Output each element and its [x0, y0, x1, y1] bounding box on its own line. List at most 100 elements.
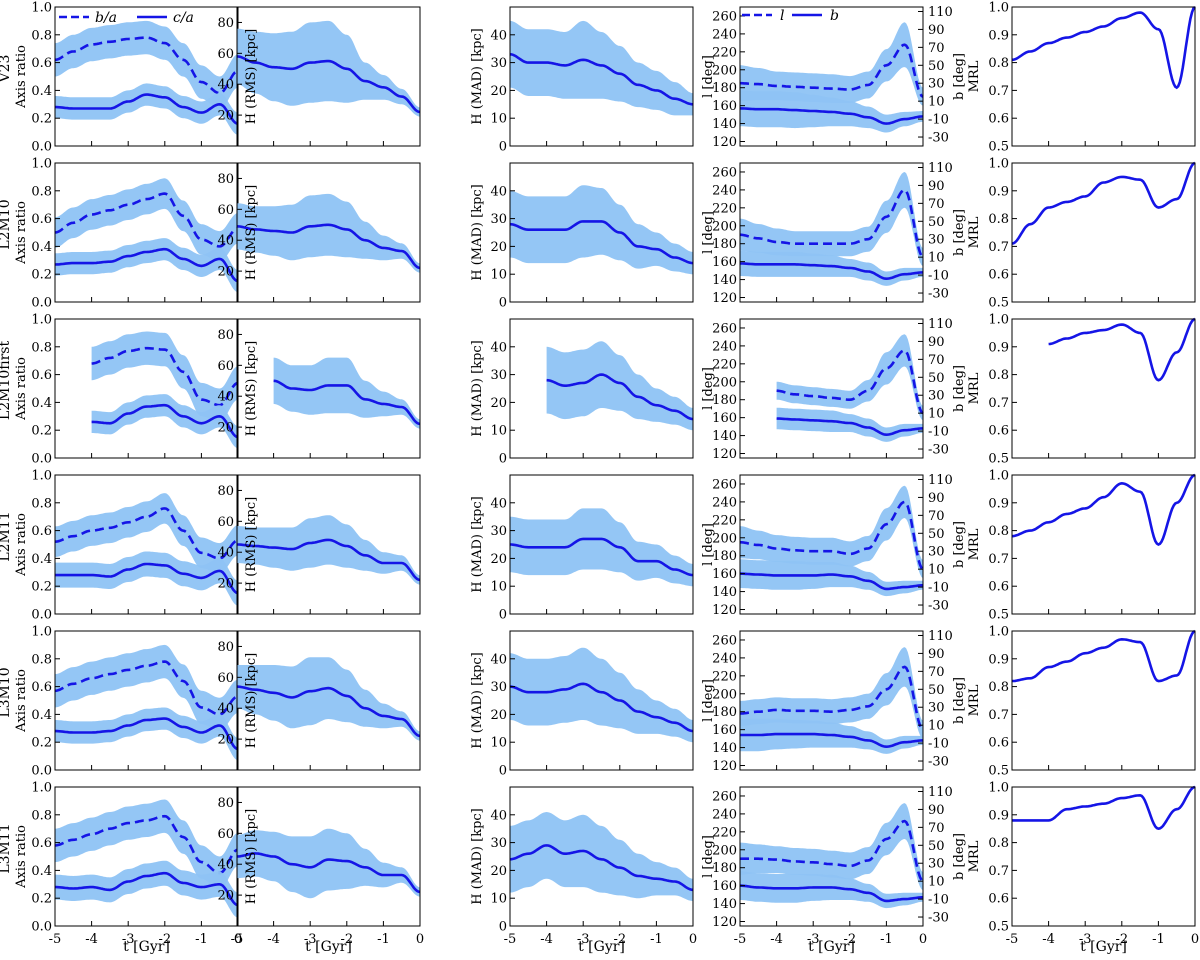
l-y-ticklabel: 200 [712, 531, 737, 546]
l-y-ticklabel: 240 [712, 651, 737, 666]
b-y-ticklabel: 90 [928, 335, 945, 350]
h-mad-ylabel: H (MAD) [kpc] [470, 808, 485, 905]
b-y-ticklabel: 70 [928, 509, 945, 524]
l-y-ticklabel: 180 [712, 705, 737, 720]
axis-ratio-ylabel: Axis ratio [14, 513, 29, 577]
angles-frame [739, 474, 924, 615]
h-rms-series-line [236, 852, 421, 894]
mrl-y-ticklabel: 0.7 [988, 396, 1009, 411]
h-rms-y-ticklabel: 60 [217, 359, 234, 374]
angles-xticklabel: -5 [734, 932, 747, 947]
panel-angles: 120140160180200220240260-30-101030507090… [701, 473, 967, 618]
panel-mrl: 0.5 0.6 0.7 0.8 0.9 1.0 MRL [967, 313, 1196, 467]
b-y-ticklabel: 70 [928, 821, 945, 836]
axis-ratio-y-ticklabel: 0.4 [31, 864, 52, 879]
b-series-band [740, 718, 923, 754]
l-y-ticklabel: 200 [712, 219, 737, 234]
h-mad-y-ticklabel: 20 [490, 552, 507, 567]
b-y-ticklabel: 30 [928, 545, 945, 560]
angles-frame [739, 630, 924, 771]
h-rms-ylabel: H (RMS) [kpc] [244, 497, 259, 592]
h-rms-y-ticklabel: 60 [217, 515, 234, 530]
axis-ratio-y-ticklabel: 0.0 [31, 608, 52, 623]
l-y-ticklabel: 120 [712, 291, 737, 306]
b-y-ticklabel: 50 [928, 839, 945, 854]
h-mad-ylabel: H (MAD) [kpc] [470, 340, 485, 437]
h-mad-y-ticklabel: 10 [490, 424, 507, 439]
h-rms-y-ticklabel: 40 [217, 234, 234, 249]
h-rms-frame [236, 318, 421, 459]
mrl-xticklabel: -5 [1006, 932, 1019, 947]
h-mad-xticklabel: -3 [577, 932, 590, 947]
b-y-ticklabel: 70 [928, 197, 945, 212]
mrl-xticklabel: -4 [1042, 932, 1055, 947]
h-mad-y-ticklabel: 40 [490, 496, 507, 511]
h-mad-ylabel: H (MAD) [kpc] [470, 28, 485, 125]
b-series-band [740, 871, 923, 909]
h-rms-y-ticklabel: 20 [217, 265, 234, 280]
mrl-ylabel: MRL [967, 60, 982, 92]
panel-angles: 120140160180200220240260-30-101030507090… [701, 785, 967, 947]
l-y-ticklabel: 260 [712, 321, 737, 336]
mrl-y-ticklabel: 0.5 [988, 296, 1009, 311]
mrl-y-ticklabel: 0.5 [988, 452, 1009, 467]
h-rms-y-ticklabel: 60 [217, 827, 234, 842]
mrl-xticklabel: -1 [1152, 932, 1165, 947]
h-rms-ylabel: H (RMS) [kpc] [244, 185, 259, 280]
panel-h-rms: 20 40 60 80 H (RMS) [kpc] [217, 6, 421, 147]
legend-ba: b/a [95, 10, 117, 26]
mrl-series-line [1011, 6, 1196, 90]
axis-ratio-xticklabel: -1 [195, 932, 208, 947]
h-rms-xticklabel: -5 [231, 932, 244, 947]
h-mad-series-line [510, 537, 694, 577]
ca-series-band [55, 238, 238, 293]
row-l3m10: 0.0 0.2 0.4 0.6 0.8 1.0 L3M10 Axis ratio 20 40 60 8… [0, 625, 1196, 779]
b-y-ticklabel: 70 [928, 41, 945, 56]
h-rms-y-ticklabel: 40 [217, 702, 234, 717]
mrl-y-ticklabel: 0.7 [988, 240, 1009, 255]
h-mad-y-ticklabel: 30 [490, 836, 507, 851]
h-mad-y-ticklabel: 0 [499, 764, 507, 779]
h-rms-series-line [237, 538, 421, 582]
angles-xticklabel: 0 [919, 932, 927, 947]
b-y-ticklabel: 50 [928, 215, 945, 230]
axis-ratio-y-ticklabel: 0.6 [31, 212, 52, 227]
mrl-y-ticklabel: 0.5 [988, 920, 1009, 935]
mrl-y-ticklabel: 1.0 [988, 157, 1009, 172]
mrl-y-ticklabel: 0.9 [988, 496, 1009, 511]
mrl-frame [1011, 6, 1196, 147]
l-y-ticklabel: 220 [712, 669, 737, 684]
mrl-y-ticklabel: 0.8 [988, 212, 1009, 227]
panel-angles: 120140160180200220240260-30-101030507090… [701, 629, 967, 774]
l-y-ticklabel: 220 [712, 45, 737, 60]
h-rms-y-ticklabel: 80 [217, 16, 234, 31]
mrl-y-ticklabel: 0.9 [988, 28, 1009, 43]
h-rms-y-ticklabel: 80 [217, 172, 234, 187]
b-y-ticklabel: 110 [928, 317, 953, 332]
panel-h-mad: 0 10 20 30 40 H (MAD) [kpc] [470, 318, 694, 467]
b-y-ticklabel: -30 [928, 599, 949, 614]
mrl-ylabel: MRL [967, 528, 982, 560]
h-rms-frame [236, 786, 421, 927]
h-rms-series-band [273, 357, 420, 429]
mrl-frame [1011, 162, 1196, 303]
h-mad-y-ticklabel: 30 [490, 56, 507, 71]
l-y-ticklabel: 180 [712, 861, 737, 876]
axis-ratio-y-ticklabel: 0.8 [31, 28, 52, 43]
h-rms-y-ticklabel: 20 [217, 733, 234, 748]
b-ylabel: b [deg] [952, 53, 967, 100]
h-mad-y-ticklabel: 20 [490, 864, 507, 879]
axis-ratio-y-ticklabel: 1.0 [31, 781, 52, 796]
mrl-y-ticklabel: 0.9 [988, 652, 1009, 667]
h-mad-y-ticklabel: 40 [490, 340, 507, 355]
ba-series-line [54, 192, 239, 248]
mrl-series-line [1012, 785, 1196, 831]
ca-series-band [55, 551, 238, 606]
l-series-line [740, 819, 924, 883]
h-mad-y-ticklabel: 10 [490, 112, 507, 127]
l-ylabel: l [deg] [701, 835, 716, 878]
h-rms-y-ticklabel: 40 [217, 858, 234, 873]
axis-ratio-y-ticklabel: 0.4 [31, 396, 52, 411]
h-rms-ylabel: H (RMS) [kpc] [244, 809, 259, 904]
l-series-line [740, 500, 924, 571]
